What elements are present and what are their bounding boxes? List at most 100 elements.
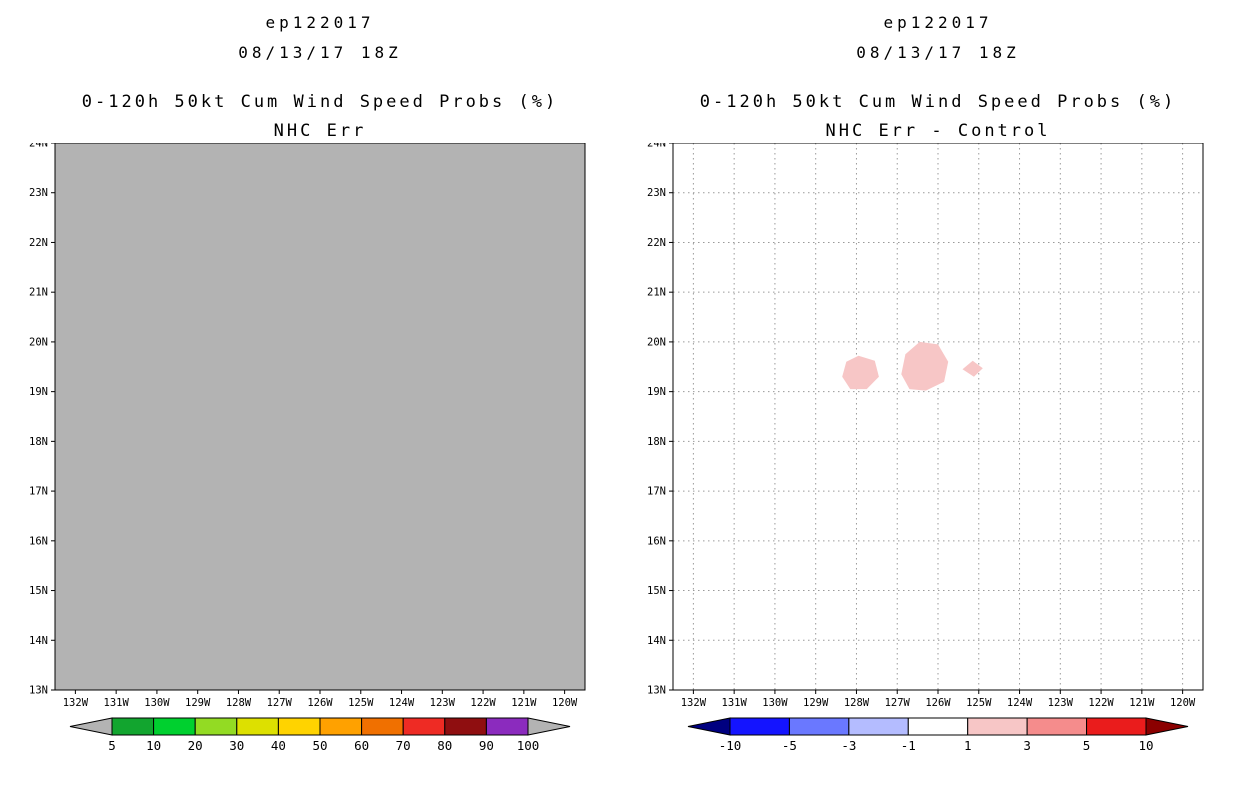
lon-tick-label: 127W [885, 697, 911, 709]
colorbar-tick-label: 10 [146, 738, 161, 753]
lon-tick-label: 126W [925, 697, 951, 709]
lat-tick-label: 15N [647, 585, 666, 597]
lon-tick-label: 127W [267, 697, 293, 709]
colorbar-segment [967, 717, 1028, 736]
map-background [55, 143, 585, 690]
colorbar-segment [1086, 717, 1147, 736]
lat-tick-label: 16N [29, 535, 48, 547]
lat-tick-label: 16N [647, 535, 666, 547]
colorbar-tick-label: -5 [782, 738, 797, 753]
colorbar-segment [361, 717, 404, 736]
colorbar-segment [319, 717, 363, 736]
colorbar-tick-label: 1 [964, 738, 972, 753]
map-plot-nhc-err: 24N 23N 22N 21N 20N 19N 18N 17N 16N 15N 14N 13N 132W… [29, 143, 586, 753]
lon-tick-label: 125W [348, 697, 374, 709]
lat-tick-label: 20N [647, 336, 666, 348]
colorbar-tick-label: -1 [901, 738, 916, 753]
colorbar-tick-label: 5 [108, 738, 116, 753]
lon-tick-label: 131W [104, 697, 130, 709]
lat-tick-label: 23N [647, 187, 666, 199]
colorbar-tick-label: -3 [841, 738, 856, 753]
colorbar-segment [194, 717, 238, 736]
colorbar-tick-label: 30 [229, 738, 244, 753]
storm-id: ep122017 [265, 13, 375, 32]
map-plot-nhc-err-minus-control: 24N 23N 22N 21N 20N 19N 18N 17N 16N 15N 14N 13N 132W… [647, 143, 1204, 753]
lat-tick-label: 13N [647, 685, 666, 697]
lon-tick-label: 128W [226, 697, 252, 709]
panel-subtitle: NHC Err [273, 121, 367, 141]
colorbar-right-arrow [527, 717, 571, 736]
anomaly-region [962, 360, 983, 377]
lon-tick-label: 132W [63, 697, 89, 709]
colorbar-segment [111, 717, 155, 736]
lat-tick-label: 18N [647, 436, 666, 448]
colorbar-tick-label: 20 [188, 738, 203, 753]
colorbar-tick-label: 100 [517, 738, 540, 753]
lon-tick-label: 132W [681, 697, 707, 709]
lon-tick-label: 124W [1007, 697, 1033, 709]
colorbar-segment [485, 717, 529, 736]
lat-tick-label: 18N [29, 436, 48, 448]
lat-tick-label: 19N [29, 386, 48, 398]
lon-tick-label: 128W [844, 697, 870, 709]
lon-tick-label: 123W [430, 697, 456, 709]
init-datetime: 08/13/17 18Z [856, 43, 1020, 62]
colorbar-segment [848, 717, 909, 736]
colorbar-segment [444, 717, 487, 736]
colorbar-segment [402, 717, 446, 736]
lat-tick-label: 17N [647, 486, 666, 498]
product-title: 0-120h 50kt Cum Wind Speed Probs (%) [699, 92, 1177, 112]
colorbar-right-arrow [1145, 717, 1189, 736]
lat-tick-label: 21N [29, 287, 48, 299]
colorbar-segment [277, 717, 321, 736]
init-datetime: 08/13/17 18Z [238, 43, 402, 62]
lat-tick-label: 17N [29, 486, 48, 498]
lon-tick-label: 126W [307, 697, 333, 709]
lat-tick-label: 23N [29, 187, 48, 199]
colorbar-segment [1026, 717, 1088, 736]
anomaly-region [842, 355, 879, 390]
lon-tick-label: 121W [1129, 697, 1155, 709]
colorbar-left-arrow [687, 717, 731, 736]
colorbar-tick-label: 40 [271, 738, 286, 753]
map-background [673, 143, 1203, 690]
panel-nhc-err: ep122017 08/13/17 18Z 0-120h 50kt Cum Wi… [29, 13, 586, 753]
panel-nhc-err-minus-control: ep122017 08/13/17 18Z 0-120h 50kt Cum Wi… [618, 0, 1236, 800]
colorbar-tick-label: 10 [1138, 738, 1153, 753]
storm-id: ep122017 [883, 13, 993, 32]
colorbar-tick-label: 70 [396, 738, 411, 753]
lon-tick-label: 123W [1048, 697, 1074, 709]
colorbar-tick-label: 90 [479, 738, 494, 753]
product-title: 0-120h 50kt Cum Wind Speed Probs (%) [81, 92, 559, 112]
lat-tick-label: 14N [29, 635, 48, 647]
lon-tick-label: 120W [1170, 697, 1196, 709]
colorbar-segment [153, 717, 196, 736]
lon-tick-label: 125W [966, 697, 992, 709]
colorbar-left-arrow [69, 717, 113, 736]
lon-tick-label: 122W [1088, 697, 1114, 709]
lat-tick-label: 20N [29, 336, 48, 348]
colorbar-tick-label: -10 [719, 738, 742, 753]
lon-tick-label: 120W [552, 697, 578, 709]
colorbar-tick-label: 60 [354, 738, 369, 753]
colorbar-tick-label: 50 [312, 738, 327, 753]
lon-tick-label: 122W [470, 697, 496, 709]
lat-tick-label: 24N [647, 143, 666, 150]
lon-tick-label: 121W [511, 697, 537, 709]
lat-tick-label: 14N [647, 635, 666, 647]
lat-tick-label: 19N [647, 386, 666, 398]
lat-tick-label: 22N [29, 237, 48, 249]
colorbar-segment [788, 717, 850, 736]
lat-tick-label: 15N [29, 585, 48, 597]
lon-tick-label: 129W [185, 697, 211, 709]
lon-tick-label: 130W [762, 697, 788, 709]
panel-subtitle: NHC Err - Control [825, 121, 1051, 141]
colorbar-segment [236, 717, 279, 736]
colorbar-tick-label: 5 [1083, 738, 1091, 753]
anomaly-region [901, 341, 949, 391]
colorbar-segment [729, 717, 790, 736]
colorbar-tick-label: 3 [1023, 738, 1031, 753]
lat-tick-label: 13N [29, 685, 48, 697]
colorbar-segment [907, 717, 969, 736]
